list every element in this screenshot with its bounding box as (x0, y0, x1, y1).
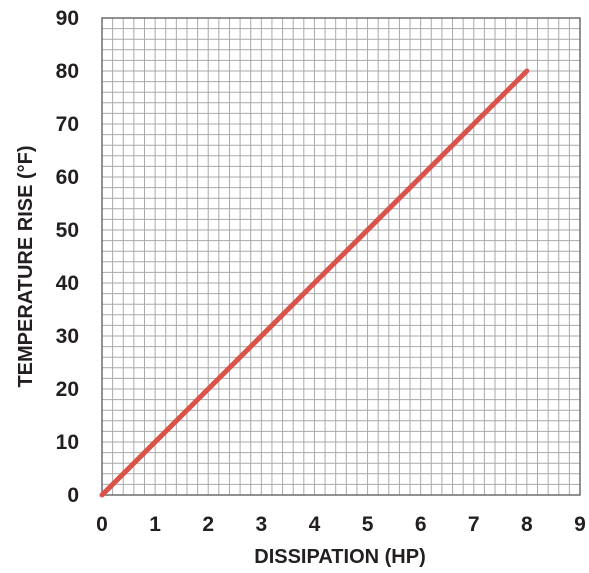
y-tick-label: 20 (56, 378, 79, 401)
y-tick-label: 60 (56, 166, 79, 189)
x-tick-label: 2 (202, 513, 214, 536)
x-tick-label: 6 (415, 513, 427, 536)
series-line (99, 68, 530, 498)
x-tick-label: 4 (309, 513, 321, 536)
x-tick-label: 0 (96, 513, 108, 536)
y-tick-label: 40 (56, 272, 79, 295)
x-tick-labels: 0 1 2 3 4 5 6 7 8 9 (96, 513, 586, 536)
x-tick-label: 8 (521, 513, 533, 536)
plot-frame (101, 17, 581, 496)
y-tick-label: 80 (56, 60, 79, 83)
y-tick-label: 0 (67, 484, 79, 507)
x-tick-label: 9 (574, 513, 586, 536)
plot-grid (101, 17, 581, 496)
x-tick-label: 1 (149, 513, 161, 536)
y-tick-label: 70 (56, 113, 79, 136)
x-tick-label: 7 (468, 513, 480, 536)
y-tick-label: 90 (56, 7, 79, 30)
y-tick-label: 50 (56, 219, 79, 242)
series-group (99, 68, 530, 498)
x-axis-title: DISSIPATION (HP) (254, 546, 425, 568)
y-tick-labels: 0 10 20 30 40 50 60 70 80 90 (56, 7, 79, 507)
y-tick-label: 10 (56, 431, 79, 454)
y-tick-label: 30 (56, 325, 79, 348)
x-tick-label: 3 (255, 513, 267, 536)
y-axis-title: TEMPERATURE RISE (°F) (15, 145, 37, 387)
x-tick-label: 5 (362, 513, 374, 536)
